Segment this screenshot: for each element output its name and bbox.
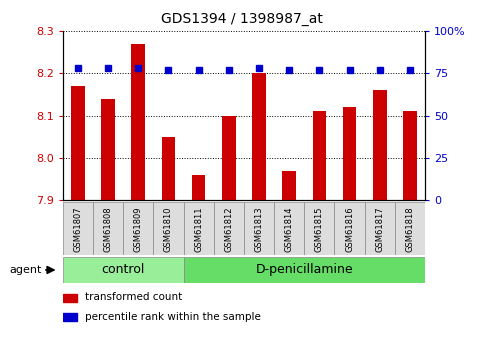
FancyBboxPatch shape	[63, 202, 93, 255]
Text: D-penicillamine: D-penicillamine	[256, 264, 353, 276]
Text: percentile rank within the sample: percentile rank within the sample	[85, 312, 260, 322]
Text: GDS1394 / 1398987_at: GDS1394 / 1398987_at	[160, 12, 323, 26]
FancyBboxPatch shape	[184, 202, 213, 255]
Bar	[343, 107, 356, 200]
Text: GSM61815: GSM61815	[315, 206, 324, 252]
Bar	[131, 44, 145, 200]
Text: GSM61811: GSM61811	[194, 206, 203, 252]
Bar	[283, 170, 296, 200]
Bar	[63, 294, 77, 302]
Text: GSM61807: GSM61807	[73, 206, 83, 252]
Bar	[403, 111, 417, 200]
Bar	[313, 111, 326, 200]
Bar	[162, 137, 175, 200]
FancyBboxPatch shape	[93, 202, 123, 255]
Bar	[63, 313, 77, 322]
Text: GSM61812: GSM61812	[224, 206, 233, 252]
Text: transformed count: transformed count	[85, 292, 182, 302]
FancyBboxPatch shape	[274, 202, 304, 255]
Bar	[71, 86, 85, 200]
FancyBboxPatch shape	[365, 202, 395, 255]
Text: GSM61814: GSM61814	[284, 206, 294, 252]
FancyBboxPatch shape	[123, 202, 154, 255]
Text: control: control	[101, 264, 145, 276]
Bar	[222, 116, 236, 200]
Bar	[373, 90, 386, 200]
Text: GSM61813: GSM61813	[255, 206, 264, 252]
Text: GSM61816: GSM61816	[345, 206, 354, 252]
FancyBboxPatch shape	[395, 202, 425, 255]
FancyBboxPatch shape	[184, 257, 425, 283]
Bar	[101, 99, 115, 200]
Text: GSM61809: GSM61809	[134, 206, 143, 252]
Text: GSM61808: GSM61808	[103, 206, 113, 252]
FancyBboxPatch shape	[154, 202, 184, 255]
Bar	[252, 73, 266, 200]
Text: agent: agent	[10, 265, 42, 275]
Text: GSM61810: GSM61810	[164, 206, 173, 252]
Text: GSM61818: GSM61818	[405, 206, 414, 252]
FancyBboxPatch shape	[244, 202, 274, 255]
Text: GSM61817: GSM61817	[375, 206, 384, 252]
FancyBboxPatch shape	[213, 202, 244, 255]
FancyBboxPatch shape	[63, 257, 184, 283]
Bar	[192, 175, 205, 200]
FancyBboxPatch shape	[304, 202, 334, 255]
FancyBboxPatch shape	[334, 202, 365, 255]
